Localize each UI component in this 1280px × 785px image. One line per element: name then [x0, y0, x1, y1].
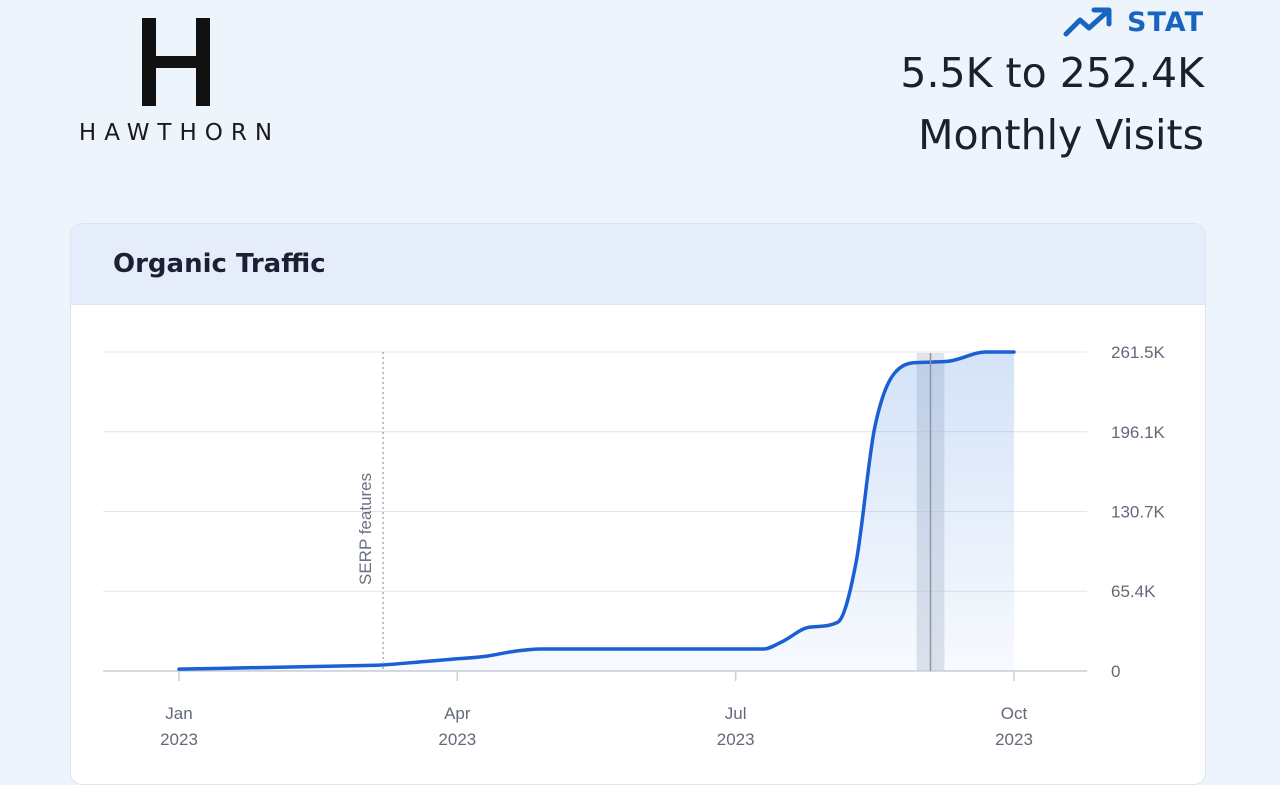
x-tick-month: Jul [725, 704, 747, 723]
stat-block: STAT 5.5K to 252.4K Monthly Visits [900, 2, 1204, 166]
organic-traffic-card: Organic Traffic 0 65.4K 130.7K 196.1K 261.5K… [70, 223, 1206, 785]
stat-metric: Monthly Visits [918, 111, 1204, 159]
x-tick-year: 2023 [717, 730, 755, 749]
x-tick-month: Jan [165, 704, 192, 723]
x-tick-year: 2023 [995, 730, 1033, 749]
y-tick-label: 196.1K [1111, 423, 1166, 442]
y-tick-label: 130.7K [1111, 503, 1166, 522]
y-tick-label: 65.4K [1111, 582, 1156, 601]
trend-up-icon [1063, 7, 1112, 37]
annotation-label: SERP features [356, 473, 375, 585]
chart-title: Organic Traffic [113, 249, 326, 279]
x-tick-month: Apr [444, 704, 471, 723]
x-tick-year: 2023 [160, 730, 198, 749]
brand-name: HAWTHORN [78, 120, 281, 146]
stat-label: STAT [1127, 6, 1204, 38]
brand-logo: HAWTHORN [68, 18, 283, 146]
x-tick-year: 2023 [438, 730, 476, 749]
y-tick-label: 261.5K [1111, 343, 1166, 362]
hawthorn-monogram-icon [141, 18, 210, 106]
x-tick-month: Oct [1001, 704, 1028, 723]
stat-range: 5.5K to 252.4K [900, 49, 1204, 97]
organic-traffic-chart: 0 65.4K 130.7K 196.1K 261.5K SERP features Jan… [103, 343, 1166, 749]
y-tick-label: 0 [1111, 662, 1120, 681]
stat-tag: STAT [900, 2, 1204, 42]
card-header: Organic Traffic [71, 224, 1205, 305]
series-line [177, 350, 1016, 671]
